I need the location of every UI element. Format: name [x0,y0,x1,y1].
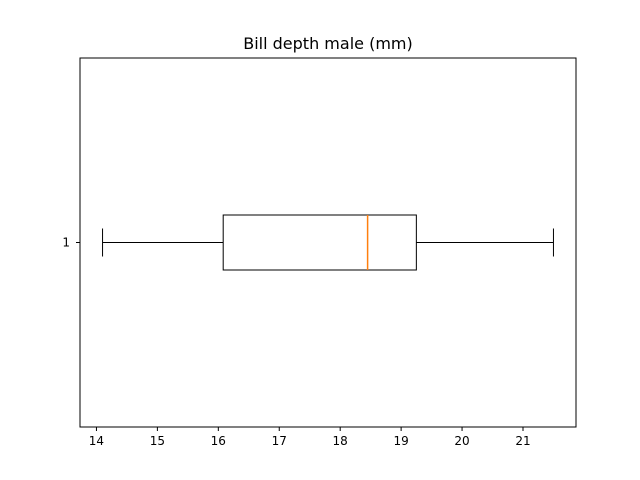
chart-title: Bill depth male (mm) [243,34,412,53]
x-tick-label: 20 [454,434,469,448]
x-axis: 14 15 16 17 18 19 20 21 [89,427,531,448]
x-tick-label: 18 [333,434,348,448]
x-tick-label: 16 [211,434,226,448]
box-series [102,214,554,271]
x-tick-label: 14 [89,434,104,448]
x-tick-label: 19 [393,434,408,448]
x-tick-label: 21 [515,434,530,448]
x-tick-label: 17 [272,434,287,448]
y-tick-label: 1 [62,236,70,250]
box-iqr [222,214,417,271]
x-tick-label: 15 [150,434,165,448]
y-axis: 1 [62,236,80,250]
